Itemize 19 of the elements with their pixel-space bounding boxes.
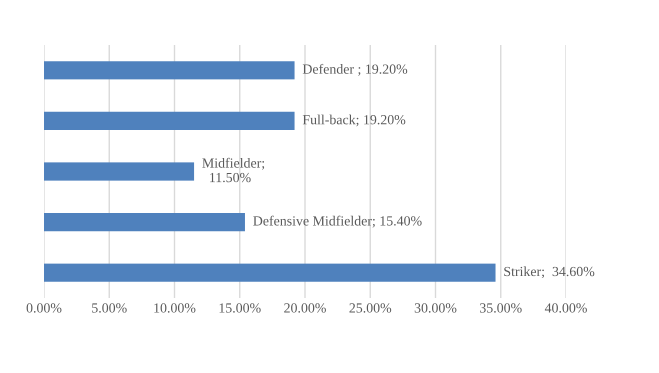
x-tick-label: 35.00%	[480, 303, 522, 313]
x-tick-label: 5.00%	[92, 303, 127, 313]
x-tick-label: 10.00%	[154, 303, 196, 313]
data-label: Defensive Midfielder; 15.40%	[253, 216, 422, 228]
x-tick-label: 25.00%	[349, 303, 392, 313]
data-label: Striker; 34.60%	[504, 266, 594, 278]
x-tick-label: 0.00%	[26, 303, 62, 313]
bar	[44, 212, 245, 232]
bar	[44, 61, 295, 80]
x-tick-label: 15.00%	[220, 303, 261, 313]
data-label: Midfielder; 11.50%	[202, 158, 264, 182]
bar	[44, 162, 194, 181]
data-label: Full-back; 19.20%	[302, 114, 406, 126]
data-label: Defender ; 19.20%	[302, 64, 408, 76]
bar	[44, 264, 496, 282]
x-tick-label: 20.00%	[284, 303, 326, 313]
bar	[44, 112, 295, 130]
x-tick-label: 40.00%	[544, 303, 587, 313]
x-tick-label: 30.00%	[414, 303, 456, 313]
